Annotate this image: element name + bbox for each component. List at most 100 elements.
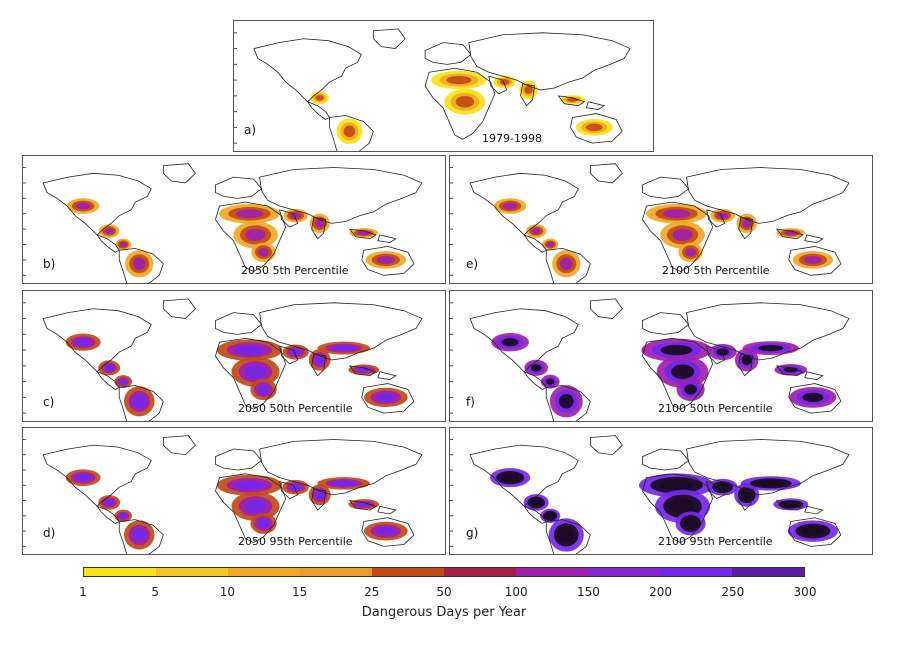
coastline: [259, 167, 423, 224]
coastline: [642, 337, 714, 410]
panel-letter: g): [466, 526, 479, 540]
panel-title: 2050 50th Percentile: [238, 402, 353, 415]
colorbar-label: Dangerous Days per Year: [361, 605, 527, 620]
panel-title: 1979-1998: [482, 132, 542, 145]
heat-region: [119, 378, 128, 385]
heat-region: [376, 255, 395, 264]
coastline: [706, 480, 754, 511]
colorbar-segment: [156, 568, 228, 576]
coastline: [162, 298, 196, 319]
world-map: [23, 298, 423, 421]
colorbar-segment: [588, 568, 660, 576]
coastline: [118, 519, 164, 554]
map-panel-c: c) 2050 50th Percentile: [22, 290, 446, 422]
heat-region: [244, 364, 267, 379]
panel-letter: c): [43, 395, 55, 409]
heat-region: [684, 384, 697, 395]
coastline: [96, 234, 120, 253]
coastline: [253, 38, 362, 103]
coastline: [96, 370, 120, 390]
heat-region: [757, 480, 785, 487]
colorbar-tick-label: 100: [504, 585, 528, 599]
coastline: [424, 67, 496, 140]
heat-region: [501, 338, 519, 347]
coastline: [589, 435, 623, 456]
heat-region: [75, 202, 91, 210]
heat-region: [343, 125, 356, 138]
coastline: [329, 115, 374, 151]
coastline: [469, 444, 579, 507]
heat-region: [104, 499, 115, 506]
heat-region: [376, 526, 396, 536]
coastline: [279, 345, 327, 377]
heat-region: [455, 95, 475, 108]
heat-region: [75, 473, 92, 482]
colorbar-tick-label: 250: [721, 585, 745, 599]
coastline: [215, 337, 287, 410]
coastline: [348, 365, 397, 381]
colorbar-tick-label: 1: [79, 585, 87, 599]
heat-region: [244, 499, 267, 513]
heat-region: [104, 227, 114, 235]
heat-region: [245, 228, 266, 242]
heat-region: [558, 527, 575, 543]
coastline: [488, 75, 536, 107]
heat-region: [803, 255, 822, 264]
heat-region: [132, 257, 146, 270]
coastline: [215, 312, 263, 335]
coastline: [162, 163, 196, 184]
coastline: [788, 383, 842, 414]
panel-title: 2100 95th Percentile: [658, 535, 773, 548]
heat-region: [670, 364, 695, 380]
coastline: [279, 209, 327, 240]
coastline: [775, 500, 824, 515]
colorbar-tick-label: 25: [364, 585, 380, 599]
coastline: [96, 505, 120, 524]
heat-region: [446, 75, 472, 85]
panel-title: 2050 95th Percentile: [238, 535, 353, 548]
panel-letter: b): [43, 257, 56, 271]
map-panel-b: b) 2050 5th Percentile: [22, 155, 446, 284]
world-map: [450, 298, 850, 421]
coastline: [589, 298, 623, 319]
heat-region: [258, 247, 270, 257]
colorbar-segment: [660, 568, 732, 576]
world-map: [450, 435, 850, 554]
heat-region: [499, 79, 510, 85]
coastline: [788, 517, 842, 547]
map-panel-e: e) 2100 5th Percentile: [449, 155, 873, 284]
panel-title: 2050 5th Percentile: [241, 264, 349, 277]
colorbar: [83, 567, 805, 577]
heat-region: [234, 345, 265, 355]
colorbar-tick-label: 10: [219, 585, 236, 599]
coastline: [42, 444, 152, 507]
coastline: [545, 385, 591, 421]
heat-region: [530, 364, 542, 372]
heat-region: [119, 513, 128, 519]
coastline: [686, 167, 850, 224]
coastline: [259, 302, 423, 361]
colorbar-tick-label: 15: [291, 585, 308, 599]
coastline: [706, 345, 754, 377]
heat-region: [315, 218, 325, 228]
coastline: [523, 370, 547, 390]
panel-letter: d): [43, 526, 56, 540]
coastline: [215, 176, 263, 199]
colorbar-tick-label: 150: [576, 585, 600, 599]
coastline: [372, 28, 406, 49]
heat-region: [235, 209, 264, 219]
colorbar-tick-label: 5: [151, 585, 160, 599]
coastline: [569, 113, 623, 144]
heat-region: [801, 526, 825, 536]
colorbar-tick-label: 50: [436, 585, 452, 599]
heat-region: [331, 345, 356, 352]
map-panel-g: g) 2100 95th Percentile: [449, 427, 873, 555]
heat-region: [545, 512, 555, 520]
coastline: [348, 500, 397, 515]
coastline: [545, 247, 591, 283]
heat-region: [683, 518, 698, 529]
colorbar-segment: [228, 568, 300, 576]
heat-region: [132, 528, 147, 542]
coastline: [361, 246, 415, 276]
map-panel-f: f) 2100 50th Percentile: [449, 290, 873, 422]
